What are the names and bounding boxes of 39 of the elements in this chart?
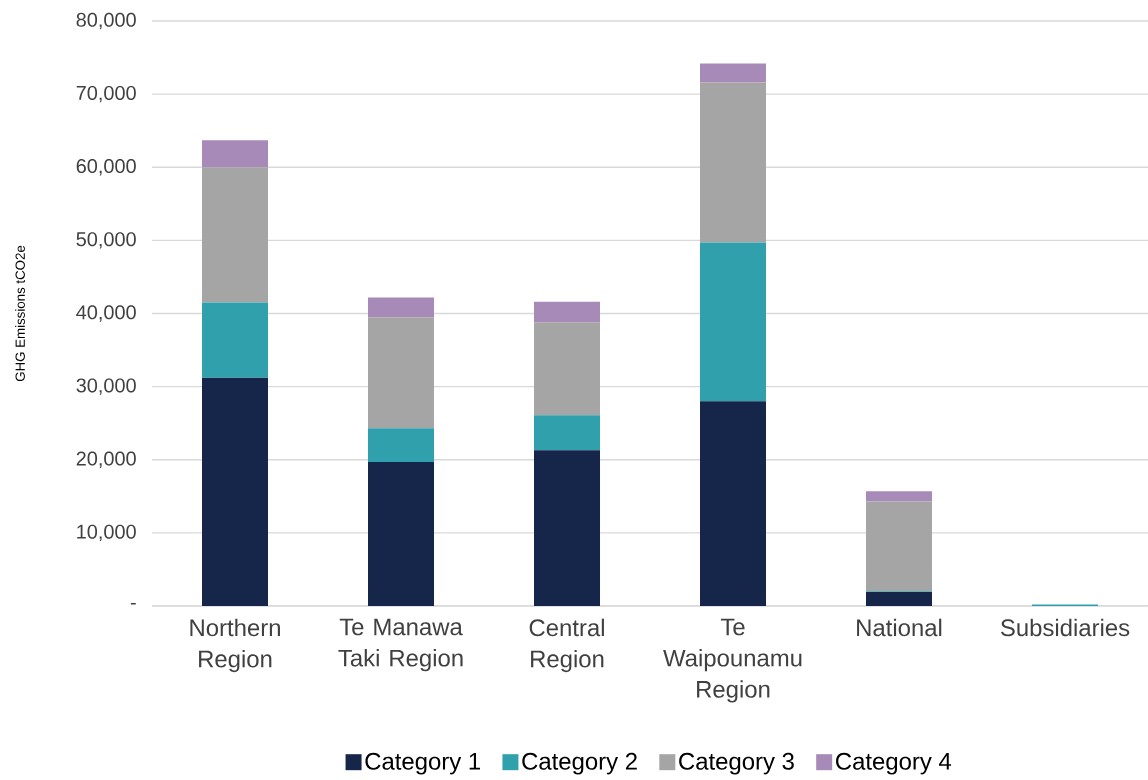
x-tick-label: Te Waipounamu Region bbox=[663, 618, 802, 703]
bar bbox=[700, 401, 767, 606]
y-tick-label: 30,000 bbox=[76, 378, 136, 395]
y-tick-label: 80,000 bbox=[76, 12, 136, 30]
x-tick-label: Te Manawa Taki Region bbox=[338, 618, 463, 672]
y-tick-label: 10,000 bbox=[77, 524, 136, 542]
x-tick-label: Central Region bbox=[529, 618, 604, 673]
x-tick-label: National bbox=[857, 618, 942, 637]
bar bbox=[700, 63, 767, 83]
bar bbox=[866, 491, 933, 502]
legend-label: Category 1 bbox=[365, 752, 480, 775]
bar bbox=[202, 302, 268, 378]
legend-label: Category 2 bbox=[522, 752, 637, 775]
bar bbox=[534, 301, 601, 323]
y-tick-label: - bbox=[130, 602, 136, 605]
y-tick-label: 50,000 bbox=[76, 232, 136, 249]
y-tick-label: 70,000 bbox=[76, 85, 136, 103]
bar bbox=[368, 428, 435, 462]
legend-label: Category 3 bbox=[679, 752, 794, 775]
y-tick-label: 40,000 bbox=[76, 305, 136, 322]
bar bbox=[534, 322, 601, 416]
bar bbox=[700, 242, 767, 402]
bar bbox=[368, 297, 435, 318]
bar bbox=[368, 461, 435, 606]
bar bbox=[700, 82, 767, 243]
y-tick-label: 60,000 bbox=[76, 159, 136, 176]
x-tick-label: Northern Region bbox=[190, 618, 280, 673]
bar bbox=[534, 415, 601, 451]
legend-label: Category 4 bbox=[836, 752, 952, 775]
bar bbox=[202, 167, 268, 303]
y-axis-title: GHG Emissions tCO2e bbox=[15, 245, 25, 382]
x-tick-label: Subsidiaries bbox=[1000, 618, 1130, 637]
y-tick-label: 20,000 bbox=[76, 451, 136, 468]
bar bbox=[534, 450, 601, 606]
bar bbox=[368, 317, 435, 429]
bar bbox=[866, 501, 933, 592]
bar bbox=[202, 140, 268, 168]
bar bbox=[866, 592, 933, 606]
bar bbox=[202, 377, 268, 606]
